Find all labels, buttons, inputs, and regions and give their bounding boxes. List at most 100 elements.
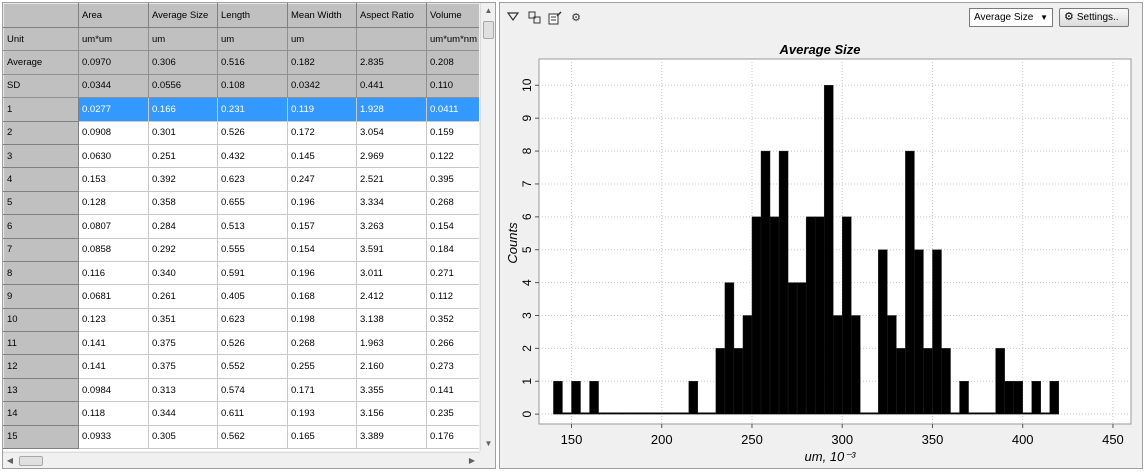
row-header-cell[interactable]: 15	[3, 424, 79, 450]
table-cell[interactable]: 0.108	[217, 73, 288, 99]
table-row[interactable]: 12 0.141 0.375 0.552 0.255 2.160 0.273	[3, 354, 479, 379]
table-cell[interactable]: 3.054	[356, 120, 427, 145]
table-cell[interactable]: 0.513	[217, 214, 288, 239]
table-cell[interactable]: um*um*nm	[426, 26, 479, 52]
table-cell[interactable]: um	[217, 26, 288, 52]
table-cell[interactable]: 0.392	[148, 167, 218, 192]
table-cell[interactable]: 0.623	[217, 167, 288, 192]
column-header[interactable]: Volume	[426, 3, 479, 28]
table-cell[interactable]: 0.0807	[78, 214, 149, 239]
table-cell[interactable]: 2.412	[356, 284, 427, 309]
row-header-cell[interactable]: 2	[3, 120, 79, 145]
table-row[interactable]: 4 0.153 0.392 0.623 0.247 2.521 0.395	[3, 167, 479, 192]
table-cell[interactable]: 0.123	[78, 307, 149, 333]
table-cell[interactable]: 0.271	[426, 260, 479, 286]
row-header-cell[interactable]: Average	[3, 50, 79, 75]
table-cell[interactable]: 0.0277	[78, 97, 149, 122]
table-cell[interactable]: 0.395	[426, 167, 479, 192]
stat-row[interactable]: Average 0.0970 0.306 0.516 0.182 2.835 0.208	[3, 50, 479, 75]
column-header[interactable]: Average Size	[148, 3, 218, 28]
table-cell[interactable]: 0.116	[78, 260, 149, 286]
table-cell[interactable]: 0.208	[426, 50, 479, 75]
gear-icon[interactable]: ⚙	[571, 12, 581, 24]
table-cell[interactable]: 0.0681	[78, 284, 149, 309]
table-cell[interactable]: 0.261	[148, 284, 218, 309]
table-row[interactable]: 9 0.0681 0.261 0.405 0.168 2.412 0.112	[3, 284, 479, 309]
table-cell[interactable]: 0.154	[287, 237, 357, 262]
table-cell[interactable]: 0.0342	[287, 73, 357, 99]
column-header[interactable]: Mean Width	[287, 3, 357, 28]
horizontal-scroll-thumb[interactable]	[19, 456, 43, 466]
row-header-cell[interactable]: 10	[3, 307, 79, 333]
column-header[interactable]: Area	[78, 3, 149, 28]
table-cell[interactable]: 2.521	[356, 167, 427, 192]
row-header-cell[interactable]: 12	[3, 354, 79, 379]
table-cell[interactable]: 0.526	[217, 120, 288, 145]
table-cell[interactable]: 0.168	[287, 284, 357, 309]
table-cell[interactable]: 0.375	[148, 331, 218, 356]
table-cell[interactable]: 0.153	[78, 167, 149, 192]
row-header-cell[interactable]: 5	[3, 190, 79, 216]
table-cell[interactable]: 0.0933	[78, 424, 149, 450]
table-cell[interactable]	[356, 26, 427, 52]
table-cell[interactable]: 0.128	[78, 190, 149, 216]
table-cell[interactable]: 3.334	[356, 190, 427, 216]
table-cell[interactable]: 0.526	[217, 331, 288, 356]
table-cell[interactable]: 0.266	[426, 331, 479, 356]
table-cell[interactable]: 0.352	[426, 307, 479, 333]
table-cell[interactable]: 0.235	[426, 401, 479, 426]
scroll-left-arrow-icon[interactable]: ◀	[6, 456, 14, 465]
column-header-row[interactable]: Area Average Size Length Mean Width Aspect R…	[3, 3, 479, 28]
edit-table-icon[interactable]	[548, 11, 562, 25]
table-cell[interactable]: 0.306	[148, 50, 218, 75]
table-cell[interactable]: 3.011	[356, 260, 427, 286]
table-cell[interactable]: 0.112	[426, 284, 479, 309]
column-header[interactable]: Aspect Ratio	[356, 3, 427, 28]
vertical-scrollbar[interactable]: ▲ ▼	[480, 3, 495, 451]
table-cell[interactable]: 0.0556	[148, 73, 218, 99]
table-row[interactable]: 8 0.116 0.340 0.591 0.196 3.011 0.271	[3, 260, 479, 286]
table-cell[interactable]: 0.358	[148, 190, 218, 216]
table-row[interactable]: 5 0.128 0.358 0.655 0.196 3.334 0.268	[3, 190, 479, 216]
table-cell[interactable]: 0.611	[217, 401, 288, 426]
table-cell[interactable]: 0.193	[287, 401, 357, 426]
row-header-cell[interactable]: 9	[3, 284, 79, 309]
table-cell[interactable]: 0.251	[148, 143, 218, 169]
table-cell[interactable]: 0.555	[217, 237, 288, 262]
table-row[interactable]: 15 0.0933 0.305 0.562 0.165 3.389 0.176	[3, 424, 479, 450]
table-cell[interactable]: um*um	[78, 26, 149, 52]
table-cell[interactable]: 0.273	[426, 354, 479, 379]
table-cell[interactable]: 3.355	[356, 377, 427, 403]
table-cell[interactable]: 0.176	[426, 424, 479, 450]
table-cell[interactable]: 3.591	[356, 237, 427, 262]
filter-icon[interactable]	[506, 11, 520, 25]
scroll-down-arrow-icon[interactable]: ▼	[484, 439, 493, 448]
table-cell[interactable]: 0.154	[426, 214, 479, 239]
table-row[interactable]: 10 0.123 0.351 0.623 0.198 3.138 0.352	[3, 307, 479, 333]
table-cell[interactable]: 0.441	[356, 73, 427, 99]
table-cell[interactable]: 0.231	[217, 97, 288, 122]
table-cell[interactable]: 0.182	[287, 50, 357, 75]
table-cell[interactable]: 0.0858	[78, 237, 149, 262]
table-row[interactable]: 14 0.118 0.344 0.611 0.193 3.156 0.235	[3, 401, 479, 426]
table-row[interactable]: 6 0.0807 0.284 0.513 0.157 3.263 0.154	[3, 214, 479, 239]
table-cell[interactable]: 0.118	[78, 401, 149, 426]
table-row[interactable]: 1 0.0277 0.166 0.231 0.119 1.928 0.0411	[3, 97, 479, 122]
table-cell[interactable]: 0.0970	[78, 50, 149, 75]
table-cell[interactable]: 0.145	[287, 143, 357, 169]
table-cell[interactable]: 0.268	[426, 190, 479, 216]
scroll-right-arrow-icon[interactable]: ▶	[468, 456, 476, 465]
table-cell[interactable]: 3.138	[356, 307, 427, 333]
results-grid[interactable]: Area Average Size Length Mean Width Aspect R…	[3, 3, 479, 451]
table-row[interactable]: 11 0.141 0.375 0.526 0.268 1.963 0.266	[3, 331, 479, 356]
units-row[interactable]: Unit um*um um um um um*um*nm	[3, 26, 479, 52]
table-cell[interactable]: 0.141	[78, 331, 149, 356]
table-cell[interactable]: 0.623	[217, 307, 288, 333]
row-header-cell[interactable]: Unit	[3, 26, 79, 52]
row-header-cell[interactable]: 1	[3, 97, 79, 122]
table-cell[interactable]: 0.141	[426, 377, 479, 403]
table-cell[interactable]: 0.184	[426, 237, 479, 262]
vertical-scroll-thumb[interactable]	[483, 21, 494, 39]
row-header-cell[interactable]: 6	[3, 214, 79, 239]
table-cell[interactable]: um	[287, 26, 357, 52]
